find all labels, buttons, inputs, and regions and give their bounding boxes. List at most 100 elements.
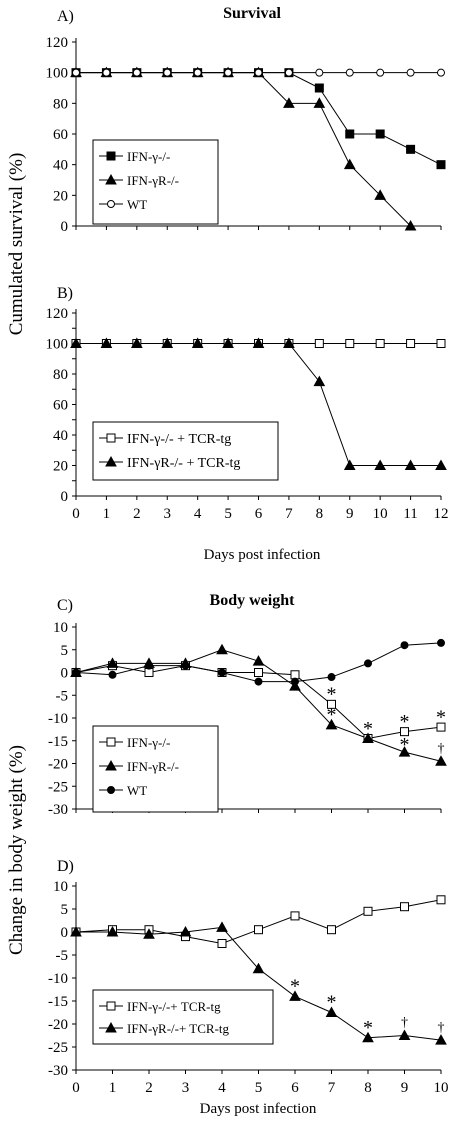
x-tick-label: 3 [182,1080,190,1096]
legend-label: WT [127,197,147,212]
legend-marker [107,786,115,794]
data-point [376,68,385,77]
significance-annotation: * [400,711,410,733]
data-point [222,337,234,348]
x-tick-label: 2 [145,1080,153,1096]
legend-box [92,421,279,481]
data-point [345,339,355,348]
data-point [436,895,446,905]
data-point [106,657,119,668]
significance-annotation: * [363,718,373,740]
legend-marker [106,433,116,443]
y-tick-label: 120 [46,35,69,51]
data-point [181,661,190,670]
data-point [283,97,295,108]
y-tick-label: -25 [48,779,68,795]
legend-marker [106,1001,116,1011]
survival-x-axis-label: Days post infection [204,547,321,563]
data-point [400,902,409,912]
y-tick-label: -5 [56,688,69,704]
data-point [254,677,263,686]
legend-marker [107,200,115,208]
x-tick-label: 8 [364,1080,372,1096]
data-point [404,459,417,470]
y-tick-label: 5 [61,902,69,918]
data-point [435,459,447,470]
significance-annotation: * [327,992,337,1014]
x-tick-label: 6 [255,506,263,522]
data-point [343,459,356,470]
x-tick-label: 5 [224,506,232,522]
data-point [254,68,263,77]
data-point [144,668,154,677]
data-point [364,659,372,668]
significance-annotation: * [363,1017,373,1039]
data-point [345,129,355,139]
y-tick-label: -15 [48,994,68,1010]
x-tick-label: 12 [434,506,449,522]
y-tick-label: 40 [53,158,68,174]
data-point [102,68,111,77]
data-point [290,911,300,921]
significance-annotation: * [436,706,446,728]
data-point [216,643,228,655]
data-point [283,337,295,348]
data-point [437,68,445,77]
x-tick-label: 0 [72,506,80,522]
x-tick-label: 4 [218,1080,226,1096]
legend-label: IFN-γR-/- [127,759,179,774]
y-tick-label: 20 [53,188,68,204]
y-tick-label: -10 [48,971,68,987]
weight-x-axis-label: Days post infection [200,1101,317,1117]
y-tick-label: 60 [53,127,68,143]
x-tick-label: 10 [373,506,388,522]
data-point [314,339,324,348]
y-tick-label: 5 [61,643,69,659]
legend-label: IFN-γ-/- + TCR-tg [127,432,231,447]
legend-marker [105,759,117,771]
data-point [130,337,143,348]
significance-annotation: * [290,976,300,998]
data-point [143,928,155,939]
data-point [217,939,227,948]
panel-label: D) [57,858,74,875]
significance-annotation: † [438,1020,445,1035]
data-point [191,337,204,348]
legend-marker [106,737,116,747]
data-point [70,925,82,937]
data-point [193,68,202,77]
y-tick-label: 60 [53,398,68,414]
x-tick-label: 6 [291,1080,299,1096]
data-point [404,219,417,231]
data-point [435,755,447,766]
data-point [314,83,324,93]
data-point [315,68,324,77]
data-point [72,68,80,77]
data-point [100,337,113,348]
chart-title: Survival [223,5,281,22]
data-point [406,144,416,154]
weight-y-axis-label: Change in body weight (%) [6,745,27,955]
data-point [435,1034,447,1045]
data-point [313,97,326,108]
data-point [362,1031,374,1043]
survival-y-axis-label: Cumulated survival (%) [6,153,27,336]
y-tick-label: 10 [53,879,68,895]
panel-label: B) [57,285,73,302]
x-tick-label: 7 [285,506,293,522]
significance-annotation: * [327,684,337,706]
y-tick-label: 80 [53,96,68,112]
y-tick-label: -5 [56,948,69,964]
y-tick-label: -20 [48,1017,68,1033]
x-tick-label: 9 [401,1080,409,1096]
data-point [289,680,301,691]
x-tick-label: 1 [109,1080,117,1096]
legend-label: IFN-γ-/-+ TCR-tg [127,999,221,1014]
legend-label: IFN-γ-/- [127,735,170,750]
data-point [362,732,374,743]
y-tick-label: -15 [48,734,68,750]
data-point [327,925,336,935]
y-tick-label: 10 [53,620,68,636]
legend-marker [106,151,116,161]
